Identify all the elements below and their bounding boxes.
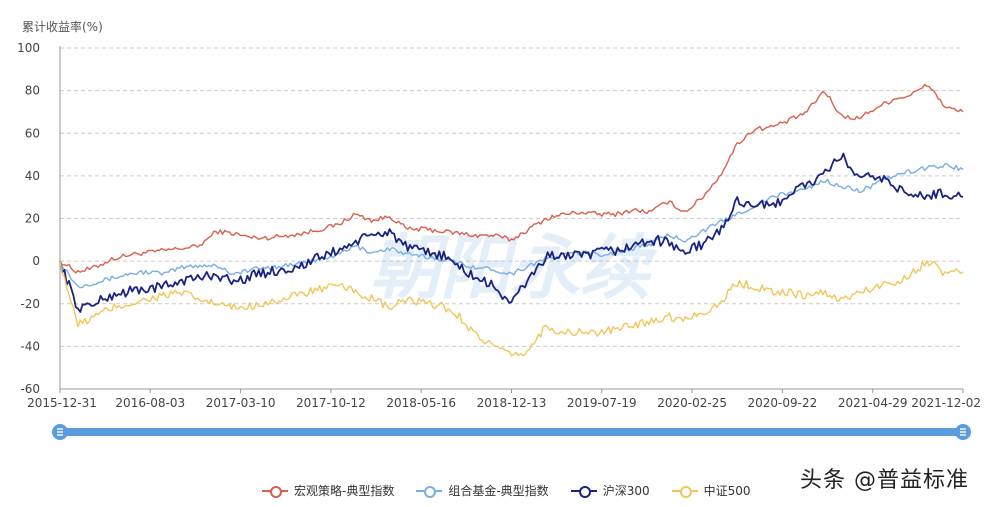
y-tick-label: 80 [25, 84, 40, 98]
legend-item-macro[interactable]: 宏观策略-典型指数 [262, 482, 394, 499]
x-tick-label: 2018-05-16 [386, 396, 456, 410]
y-tick-label: 20 [25, 212, 40, 226]
legend-label: 中证500 [703, 484, 751, 498]
x-tick-label: 2020-02-25 [657, 396, 727, 410]
legend-marker-icon [671, 485, 698, 498]
series-line-0 [59, 83, 964, 274]
x-tick-label: 2017-03-10 [206, 396, 276, 410]
series-lines [59, 83, 964, 357]
zoom-slider-track[interactable] [60, 428, 963, 436]
y-axis: 100 80 60 40 20 0 -20 -40 -60 [17, 41, 61, 396]
y-tick-label: -40 [20, 339, 40, 353]
x-tick-label: 2021-12-02 [911, 396, 981, 410]
zoom-slider[interactable] [52, 424, 971, 440]
x-axis: 2015-12-31 2016-08-03 2017-03-10 2017-10-12… [27, 388, 981, 410]
x-tick-label: 2020-09-22 [748, 396, 818, 410]
y-tick-label: 0 [32, 254, 40, 268]
x-tick-label: 2016-08-03 [115, 396, 185, 410]
legend-label: 沪深300 [602, 484, 650, 498]
author-signature: 头条 @普益标准 [800, 468, 969, 493]
zoom-slider-right-handle[interactable] [955, 424, 971, 440]
y-tick-label: 40 [25, 169, 40, 183]
legend-label: 组合基金-典型指数 [448, 484, 549, 498]
series-line-2 [59, 152, 964, 313]
gridlines [60, 47, 963, 347]
zoom-slider-left-handle[interactable] [52, 424, 68, 440]
legend-marker-icon [416, 485, 443, 498]
x-tick-label: 2017-10-12 [296, 396, 366, 410]
legend-item-zz500[interactable]: 中证500 [671, 482, 751, 499]
legend-marker-icon [262, 485, 288, 498]
x-tick-label: 2015-12-31 [27, 396, 97, 410]
y-tick-label: -60 [20, 382, 40, 396]
y-tick-label: -20 [20, 297, 40, 311]
y-tick-label: 100 [17, 41, 40, 55]
legend-item-hs300[interactable]: 沪深300 [570, 482, 650, 499]
x-tick-label: 2021-04-29 [838, 396, 908, 410]
y-axis-title: 累计收益率(%) [22, 20, 103, 34]
x-tick-label: 2019-07-19 [567, 396, 637, 410]
series-line-1 [59, 163, 964, 289]
legend: 宏观策略-典型指数 组合基金-典型指数 沪深300 中证500 [262, 482, 751, 499]
legend-label: 宏观策略-典型指数 [294, 484, 395, 498]
x-tick-label: 2018-12-13 [477, 396, 547, 410]
series-line-3 [59, 260, 964, 357]
y-tick-label: 60 [25, 126, 40, 140]
legend-item-fof[interactable]: 组合基金-典型指数 [416, 482, 549, 499]
legend-marker-icon [570, 485, 597, 498]
